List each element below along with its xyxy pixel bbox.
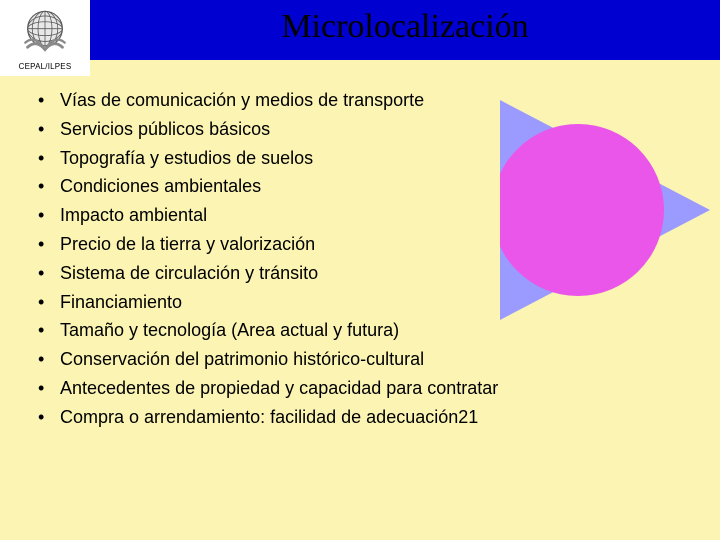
list-item: Antecedentes de propiedad y capacidad pa…	[30, 374, 690, 403]
list-item-text: Antecedentes de propiedad y capacidad pa…	[60, 378, 498, 398]
list-item: Financiamiento	[30, 288, 690, 317]
un-emblem-icon	[14, 2, 76, 60]
list-item: Sistema de circulación y tránsito	[30, 259, 690, 288]
list-item-text: Conservación del patrimonio histórico-cu…	[60, 349, 424, 369]
list-item-text: Compra o arrendamiento: facilidad de ade…	[60, 407, 458, 427]
list-item: Vías de comunicación y medios de transpo…	[30, 86, 690, 115]
list-item: Tamaño y tecnología (Area actual y futur…	[30, 316, 690, 345]
list-item: Conservación del patrimonio histórico-cu…	[30, 345, 690, 374]
list-item: Compra o arrendamiento: facilidad de ade…	[30, 403, 690, 432]
list-item: Condiciones ambientales	[30, 172, 690, 201]
page-number: 21	[458, 403, 478, 432]
list-item-text: Impacto ambiental	[60, 205, 207, 225]
list-item-text: Financiamiento	[60, 292, 182, 312]
list-item-text: Tamaño y tecnología (Area actual y futur…	[60, 320, 399, 340]
slide-title: Microlocalización	[90, 8, 720, 46]
header-bar: CEPAL/ILPES Microlocalización	[0, 0, 720, 76]
bullet-list: Vías de comunicación y medios de transpo…	[30, 86, 690, 432]
list-item-text: Precio de la tierra y valorización	[60, 234, 315, 254]
slide: CEPAL/ILPES Microlocalización Vías de co…	[0, 0, 720, 540]
list-item: Precio de la tierra y valorización	[30, 230, 690, 259]
list-item-text: Condiciones ambientales	[60, 176, 261, 196]
logo-block: CEPAL/ILPES	[0, 0, 90, 76]
list-item: Servicios públicos básicos	[30, 115, 690, 144]
list-item-text: Vías de comunicación y medios de transpo…	[60, 90, 424, 110]
list-item-text: Servicios públicos básicos	[60, 119, 270, 139]
list-item-text: Sistema de circulación y tránsito	[60, 263, 318, 283]
logo-label: CEPAL/ILPES	[19, 62, 72, 71]
list-item: Impacto ambiental	[30, 201, 690, 230]
list-item: Topografía y estudios de suelos	[30, 144, 690, 173]
list-item-text: Topografía y estudios de suelos	[60, 148, 313, 168]
